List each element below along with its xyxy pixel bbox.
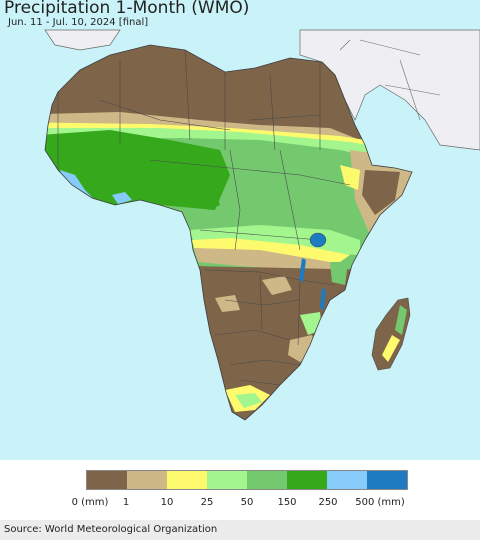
precip-zones — [45, 112, 412, 420]
legend-label-3: 25 — [200, 497, 214, 508]
source-credit: Source: World Meteorological Organizatio… — [4, 524, 218, 535]
legend-label-5: 150 — [277, 497, 297, 508]
legend-swatch-3 — [207, 471, 247, 489]
legend-label-0: 0 (mm) — [71, 497, 109, 508]
arabia-border-lines — [339, 39, 441, 121]
legend-label-1: 1 — [122, 497, 130, 508]
lake-victoria — [309, 232, 327, 248]
legend-swatch-6 — [327, 471, 367, 489]
country-borders — [57, 49, 351, 386]
africa-coastline — [44, 44, 413, 421]
legend-swatch-5 — [287, 471, 327, 489]
precipitation-map: Precipitation 1-Month (WMO) Jun. 11 - Ju… — [0, 0, 480, 460]
legend-label-2: 10 — [160, 497, 174, 508]
legend-swatch-2 — [167, 471, 207, 489]
lake-tanganyika — [299, 258, 306, 282]
page-title: Precipitation 1-Month (WMO) — [4, 0, 250, 18]
legend-label-6: 250 — [318, 497, 338, 508]
legend-swatch-7 — [367, 471, 407, 489]
legend-label-7: 500 (mm) — [355, 497, 405, 508]
legend-swatch-4 — [247, 471, 287, 489]
legend-label-4: 50 — [240, 497, 254, 508]
footer: Source: World Meteorological Organizatio… — [0, 520, 480, 540]
precipitation-legend — [86, 470, 408, 490]
legend-swatch-0 — [87, 471, 127, 489]
africa-map-svg — [44, 29, 480, 421]
europe-land — [44, 29, 121, 51]
legend-swatch-1 — [127, 471, 167, 489]
date-range-subtitle: Jun. 11 - Jul. 10, 2024 [final] — [8, 17, 149, 28]
lake-malawi — [320, 288, 326, 310]
